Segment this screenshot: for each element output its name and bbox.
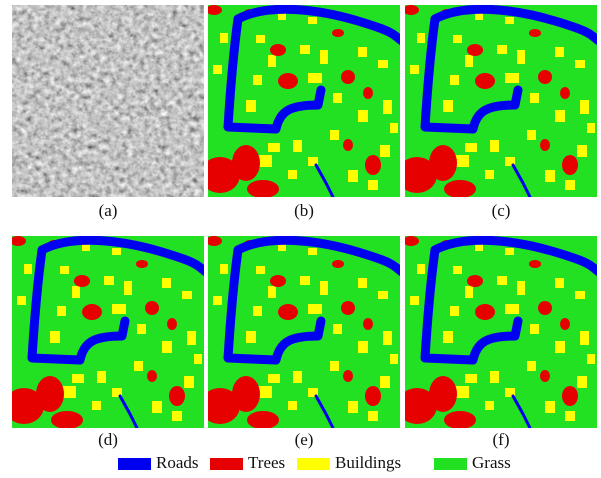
segmentation-map	[4, 236, 206, 429]
legend-swatch	[297, 458, 330, 470]
panel-caption: (b)	[294, 201, 314, 220]
panel-caption: (d)	[98, 430, 118, 449]
legend-swatch	[434, 458, 467, 470]
legend-label: Trees	[248, 453, 285, 472]
panel-caption: (e)	[295, 430, 314, 449]
panel-caption: (c)	[492, 201, 511, 220]
panel-caption: (f)	[493, 430, 510, 449]
legend-label: Roads	[156, 453, 199, 472]
panel-caption: (a)	[99, 201, 118, 220]
legend-swatch	[118, 458, 151, 470]
segmentation-map	[200, 5, 402, 198]
legend-swatch	[210, 458, 243, 470]
legend-label: Buildings	[335, 453, 401, 472]
legend-label: Grass	[472, 453, 511, 472]
aerial-image	[12, 5, 204, 197]
segmentation-map	[200, 236, 402, 429]
segmentation-map	[397, 5, 599, 198]
segmentation-map	[397, 236, 599, 429]
